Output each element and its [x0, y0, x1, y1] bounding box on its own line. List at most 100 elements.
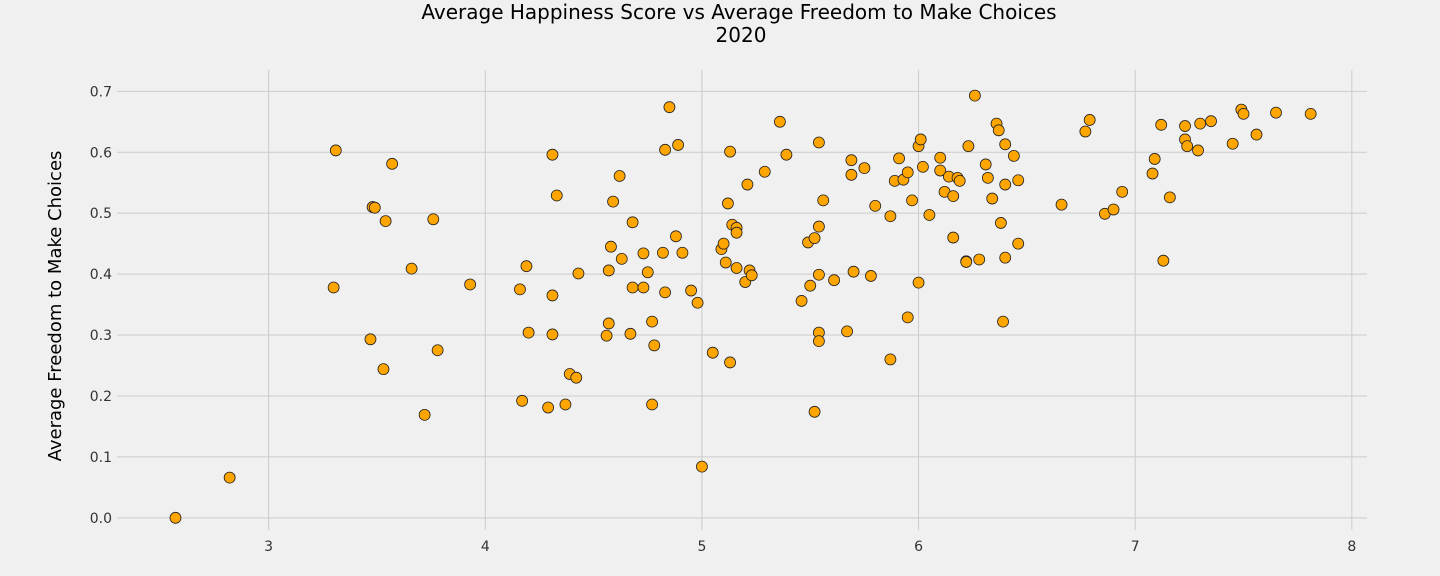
data-point — [602, 264, 615, 277]
data-point — [999, 178, 1012, 191]
data-point — [869, 199, 882, 212]
data-point — [745, 269, 758, 282]
data-point — [1055, 198, 1068, 211]
data-point — [368, 201, 381, 214]
grid-lines — [117, 70, 1367, 530]
data-point — [1194, 117, 1207, 130]
data-point — [997, 315, 1009, 328]
y-tick-label: 0.1 — [90, 450, 112, 466]
data-point — [960, 256, 973, 268]
chart-title-line-2: 2020 — [716, 23, 767, 47]
data-point — [717, 237, 730, 250]
data-point — [613, 170, 626, 182]
data-point — [1181, 140, 1194, 153]
data-point — [364, 333, 377, 346]
data-point — [605, 240, 617, 253]
data-point — [841, 325, 853, 338]
data-point — [979, 158, 992, 171]
data-point — [1226, 137, 1239, 150]
data-point — [719, 256, 732, 269]
y-tick-label: 0.7 — [90, 84, 112, 100]
data-point — [893, 152, 905, 165]
data-points — [169, 89, 1317, 524]
chart-title-line-1: Average Happiness Score vs Average Freed… — [421, 0, 1056, 24]
data-point — [1237, 107, 1250, 120]
data-point — [670, 230, 682, 243]
data-point — [986, 192, 999, 205]
data-point — [1163, 191, 1176, 204]
data-point — [953, 174, 966, 187]
data-point — [1107, 203, 1120, 216]
data-point — [813, 136, 825, 149]
data-point — [1083, 114, 1096, 126]
y-tick-label: 0.6 — [90, 145, 112, 161]
data-point — [570, 371, 583, 384]
data-point — [999, 138, 1012, 151]
data-point — [858, 162, 871, 174]
data-point — [845, 154, 858, 167]
data-point — [828, 274, 840, 287]
data-point — [901, 311, 914, 324]
data-point — [774, 115, 786, 128]
data-point — [813, 335, 825, 348]
data-point — [386, 157, 399, 170]
data-point — [615, 252, 628, 265]
data-point — [685, 284, 697, 297]
data-point — [884, 353, 897, 366]
y-tick-label: 0.4 — [90, 267, 112, 283]
data-point — [607, 195, 620, 208]
y-axis-label: Average Freedom to Make Choices — [45, 151, 66, 462]
data-point — [691, 296, 704, 309]
data-point — [223, 471, 236, 484]
x-tick-label: 4 — [481, 539, 490, 555]
data-point — [730, 262, 743, 274]
data-point — [1116, 185, 1129, 198]
data-point — [637, 247, 650, 260]
data-point — [663, 101, 676, 114]
data-point — [1012, 237, 1025, 250]
data-point — [884, 210, 897, 223]
data-point — [169, 511, 182, 524]
data-point — [817, 194, 830, 207]
data-point — [657, 246, 669, 259]
data-point — [659, 286, 671, 299]
data-point — [522, 326, 535, 339]
data-point — [514, 283, 526, 296]
data-point — [1155, 118, 1168, 131]
data-point — [1007, 150, 1020, 162]
y-tick-label: 0.5 — [90, 206, 112, 222]
y-tick-label: 0.0 — [90, 511, 112, 527]
data-point — [646, 398, 658, 411]
x-tick-label: 7 — [1131, 539, 1140, 555]
data-point — [804, 279, 817, 292]
data-point — [550, 189, 563, 202]
data-point — [1250, 128, 1263, 141]
data-point — [464, 278, 477, 291]
data-point — [1304, 107, 1317, 120]
data-point — [847, 265, 860, 278]
data-point — [992, 124, 1005, 137]
data-point — [1079, 125, 1092, 138]
data-point — [329, 144, 342, 157]
data-point — [813, 268, 825, 281]
x-tick-label: 3 — [264, 539, 273, 555]
data-point — [659, 143, 671, 156]
data-point — [1270, 106, 1282, 119]
data-point — [431, 344, 444, 357]
data-point — [672, 139, 684, 151]
data-point — [916, 160, 929, 173]
data-point — [724, 145, 736, 158]
data-point — [973, 253, 986, 266]
data-point — [646, 315, 658, 328]
data-point — [947, 231, 960, 244]
data-point — [379, 215, 392, 227]
data-point — [722, 197, 734, 210]
data-point — [1192, 144, 1204, 157]
data-point — [641, 266, 654, 279]
y-tick-label: 0.2 — [90, 389, 112, 405]
data-point — [730, 226, 743, 239]
data-point — [405, 262, 418, 275]
data-point — [999, 251, 1012, 264]
data-point — [813, 220, 825, 233]
